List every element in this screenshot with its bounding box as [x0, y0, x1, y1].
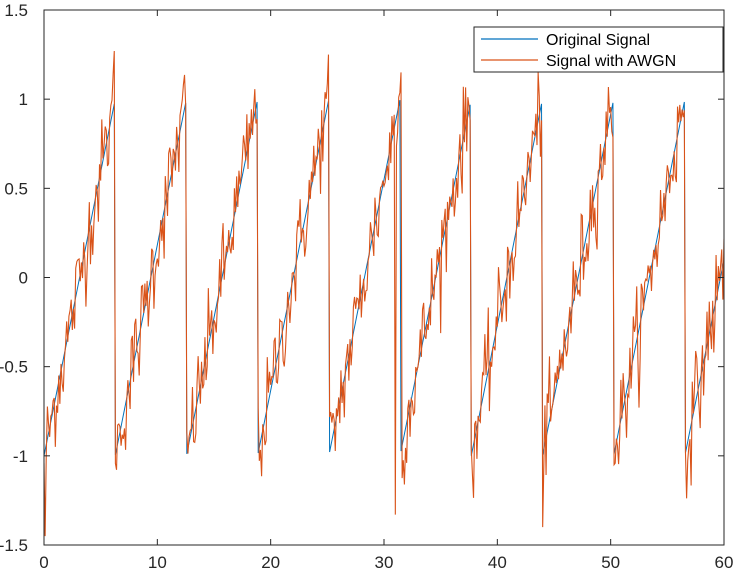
x-tick-label: 50 [601, 553, 620, 572]
legend-label-original: Original Signal [546, 32, 650, 49]
x-tick-label: 20 [261, 553, 280, 572]
x-tick-label: 30 [375, 553, 394, 572]
y-tick-label: 0.5 [4, 179, 28, 198]
axes-box [43, 9, 725, 546]
y-tick-label: -0.5 [0, 358, 28, 377]
legend-label-noisy: Signal with AWGN [546, 53, 676, 70]
axes-layer [43, 9, 725, 546]
x-tick-label: 10 [148, 553, 167, 572]
y-tick-label: -1 [13, 447, 28, 466]
series-line-signal-with-awgn [44, 50, 724, 537]
series-layer [44, 50, 724, 537]
y-tick-label: 0 [19, 269, 28, 288]
legend: Original Signal Signal with AWGN [473, 26, 724, 73]
y-tick-label: 1.5 [4, 1, 28, 20]
x-tick-label: 60 [715, 553, 734, 572]
x-tick-label: 40 [488, 553, 507, 572]
y-tick-label: -1.5 [0, 536, 28, 555]
legend-box [473, 26, 724, 73]
y-tick-label: 1 [19, 90, 28, 109]
x-tick-label: 0 [39, 553, 48, 572]
